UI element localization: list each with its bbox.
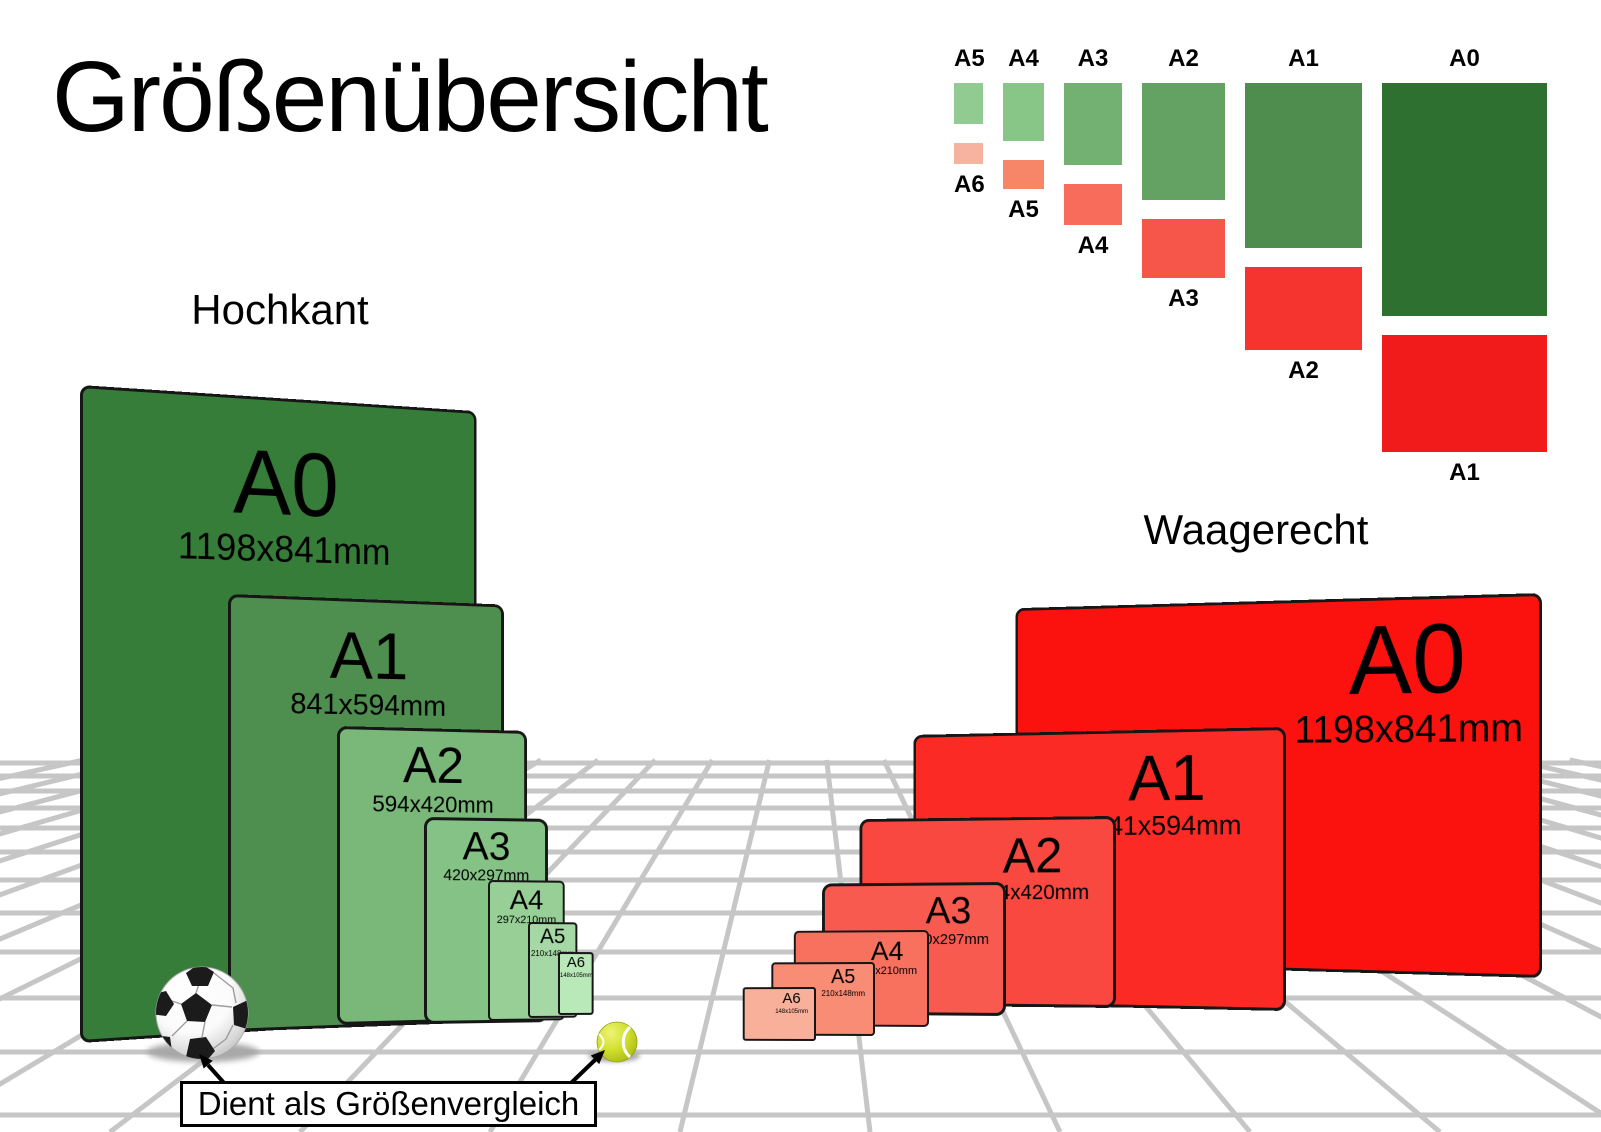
mini-landscape-swatch bbox=[1142, 219, 1225, 278]
mini-column-a0: A0 A1 bbox=[1382, 46, 1547, 486]
mini-portrait-label: A3 bbox=[1077, 45, 1109, 72]
mini-landscape-label: A6 bbox=[954, 171, 985, 198]
mini-landscape-swatch bbox=[1003, 160, 1044, 189]
mini-landscape-label: A4 bbox=[1077, 232, 1109, 259]
soccer-ball-icon bbox=[155, 966, 249, 1060]
size-comparison-caption: Dient als Größenvergleich bbox=[180, 1081, 597, 1127]
mini-column-a5: A5 A6 bbox=[954, 45, 985, 198]
mini-column-a4: A4 A5 bbox=[1003, 46, 1044, 223]
mini-portrait-label: A1 bbox=[1288, 45, 1319, 72]
mini-portrait-swatch bbox=[1245, 83, 1362, 248]
page-title: Größenübersicht bbox=[52, 41, 769, 153]
mini-portrait-label: A4 bbox=[1008, 45, 1039, 72]
mini-column-a3: A3 A4 bbox=[1064, 46, 1122, 259]
mini-landscape-swatch bbox=[1064, 184, 1122, 225]
mini-portrait-label: A5 bbox=[954, 45, 985, 72]
mini-landscape-label: A3 bbox=[1168, 285, 1199, 312]
mini-landscape-swatch bbox=[1382, 335, 1547, 452]
heading-hochkant: Hochkant bbox=[191, 286, 369, 333]
mini-portrait-swatch bbox=[1382, 83, 1547, 316]
mini-landscape-label: A1 bbox=[1449, 459, 1480, 486]
mini-landscape-label: A5 bbox=[1008, 196, 1039, 223]
mini-portrait-label: A2 bbox=[1168, 45, 1199, 72]
tennis-ball-icon bbox=[596, 1021, 638, 1063]
mini-portrait-label: A0 bbox=[1449, 45, 1480, 72]
mini-portrait-swatch bbox=[1064, 83, 1122, 165]
heading-waagerecht: Waagerecht bbox=[1143, 506, 1369, 553]
mini-landscape-label: A2 bbox=[1288, 357, 1319, 384]
mini-landscape-swatch bbox=[954, 143, 983, 164]
mini-portrait-swatch bbox=[954, 83, 983, 124]
mini-landscape-swatch bbox=[1245, 267, 1362, 350]
mini-portrait-swatch bbox=[1003, 83, 1044, 141]
mini-portrait-swatch bbox=[1142, 83, 1225, 200]
mini-column-a1: A1 A2 bbox=[1245, 46, 1362, 384]
mini-column-a2: A2 A3 bbox=[1142, 46, 1225, 312]
